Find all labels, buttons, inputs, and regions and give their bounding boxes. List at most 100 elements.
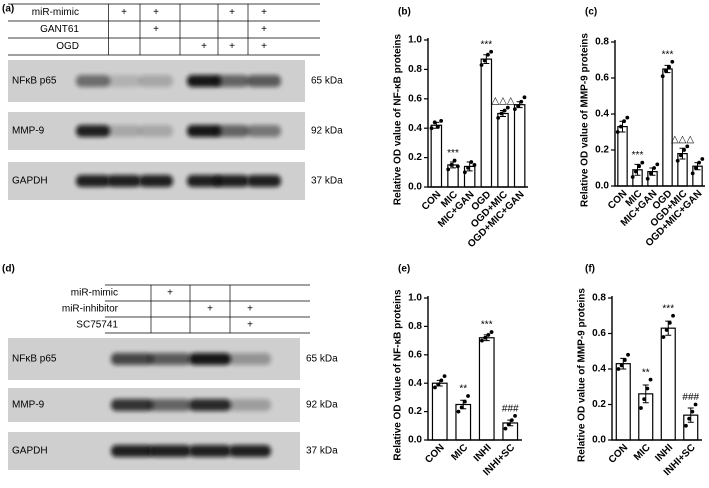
y-tick-label: 0.4 <box>592 364 606 375</box>
significance-label: *** <box>480 39 492 50</box>
condition-mark: + <box>207 304 213 315</box>
y-tick-label: 0.6 <box>592 328 606 339</box>
panel-label: (c) <box>585 7 597 18</box>
data-point <box>472 163 477 167</box>
blot-band <box>76 175 110 187</box>
data-point <box>483 335 488 340</box>
protein-name: GAPDH <box>12 176 48 187</box>
data-point <box>700 157 705 161</box>
condition-mark: + <box>261 24 267 35</box>
blot-band <box>111 445 153 457</box>
panel-label: (b) <box>398 7 411 18</box>
axes <box>427 296 522 441</box>
blot-band <box>189 399 231 411</box>
significance-label: △△△ <box>491 95 514 106</box>
data-point <box>670 59 675 64</box>
data-point <box>642 397 647 402</box>
condition-mark: + <box>153 24 159 35</box>
data-point <box>622 358 627 363</box>
data-point <box>679 153 683 158</box>
data-point <box>486 52 490 57</box>
y-tick-label: 0.4 <box>595 109 609 120</box>
bar <box>430 124 443 188</box>
condition-name: miR-inhibitor <box>62 304 119 315</box>
data-point <box>671 313 675 318</box>
blot-band <box>187 125 221 137</box>
data-point <box>645 386 650 391</box>
data-point <box>432 120 437 125</box>
panel-label: (f) <box>585 264 595 275</box>
data-point <box>697 160 701 165</box>
y-tick-label: 0.0 <box>408 182 422 193</box>
condition-name: OGD <box>56 41 79 52</box>
data-point <box>513 413 517 418</box>
y-tick-label: 0.4 <box>408 123 422 134</box>
blot-band <box>139 75 173 87</box>
data-point <box>489 330 494 334</box>
condition-mark: + <box>167 288 173 299</box>
significance-label: *** <box>662 303 674 314</box>
data-point <box>496 116 501 120</box>
data-point <box>682 148 686 152</box>
data-point <box>502 108 507 113</box>
data-point <box>616 367 621 371</box>
y-tick-label: 0.2 <box>408 406 422 417</box>
significance-label: ### <box>682 392 699 403</box>
blot-band <box>215 175 249 187</box>
data-point <box>456 409 461 414</box>
molecular-weight: 65 kDa <box>306 354 338 365</box>
bar <box>497 112 509 188</box>
blot-band <box>139 125 173 137</box>
significance-label: *** <box>632 150 644 161</box>
data-point <box>655 162 660 167</box>
x-tick-label: CON <box>607 442 631 466</box>
data-point <box>652 166 656 170</box>
blot-band <box>187 175 221 187</box>
condition-mark: + <box>261 7 267 18</box>
y-tick-label: 0.6 <box>595 73 609 84</box>
data-point <box>462 170 467 175</box>
bar <box>513 104 526 188</box>
data-point <box>512 107 517 111</box>
condition-name: miR-mimic <box>71 288 118 299</box>
blot-band <box>215 75 249 87</box>
data-point <box>503 426 508 431</box>
data-point <box>694 166 698 170</box>
axes <box>614 40 705 187</box>
blot-band <box>215 125 249 137</box>
data-point <box>452 158 457 163</box>
panel-label: (a) <box>2 4 14 15</box>
blot-band <box>107 75 141 87</box>
axes <box>427 38 528 188</box>
significance-label: ** <box>459 384 467 395</box>
molecular-weight: 92 kDa <box>306 400 338 411</box>
y-tick-label: 0.8 <box>595 37 609 48</box>
condition-name: SC75741 <box>76 320 118 331</box>
data-point <box>482 58 487 63</box>
y-tick-label: 0.0 <box>592 435 606 446</box>
data-point <box>690 171 695 176</box>
data-point <box>675 158 680 163</box>
significance-label: ### <box>502 404 519 415</box>
data-point <box>489 49 494 54</box>
panel-label: (e) <box>398 264 410 275</box>
data-point <box>649 171 653 176</box>
data-point <box>516 104 520 109</box>
data-point <box>648 377 653 382</box>
molecular-weight: 37 kDa <box>311 176 343 187</box>
data-point <box>619 363 624 368</box>
protein-name: NFκB p65 <box>12 76 57 87</box>
y-axis-label: Relative OD value of NF-κB proteins <box>393 289 404 461</box>
data-point <box>436 382 441 387</box>
condition-mark: + <box>121 7 127 18</box>
error-bar <box>687 407 694 423</box>
y-axis-label: Relative OD value of MMP-9 proteins <box>580 33 591 207</box>
data-point <box>439 378 444 383</box>
data-point <box>466 394 470 398</box>
condition-name: miR-mimic <box>32 7 79 18</box>
data-point <box>667 65 671 70</box>
y-tick-label: 0.2 <box>592 399 606 410</box>
y-tick-label: 0.0 <box>595 181 609 192</box>
axes <box>611 296 702 441</box>
